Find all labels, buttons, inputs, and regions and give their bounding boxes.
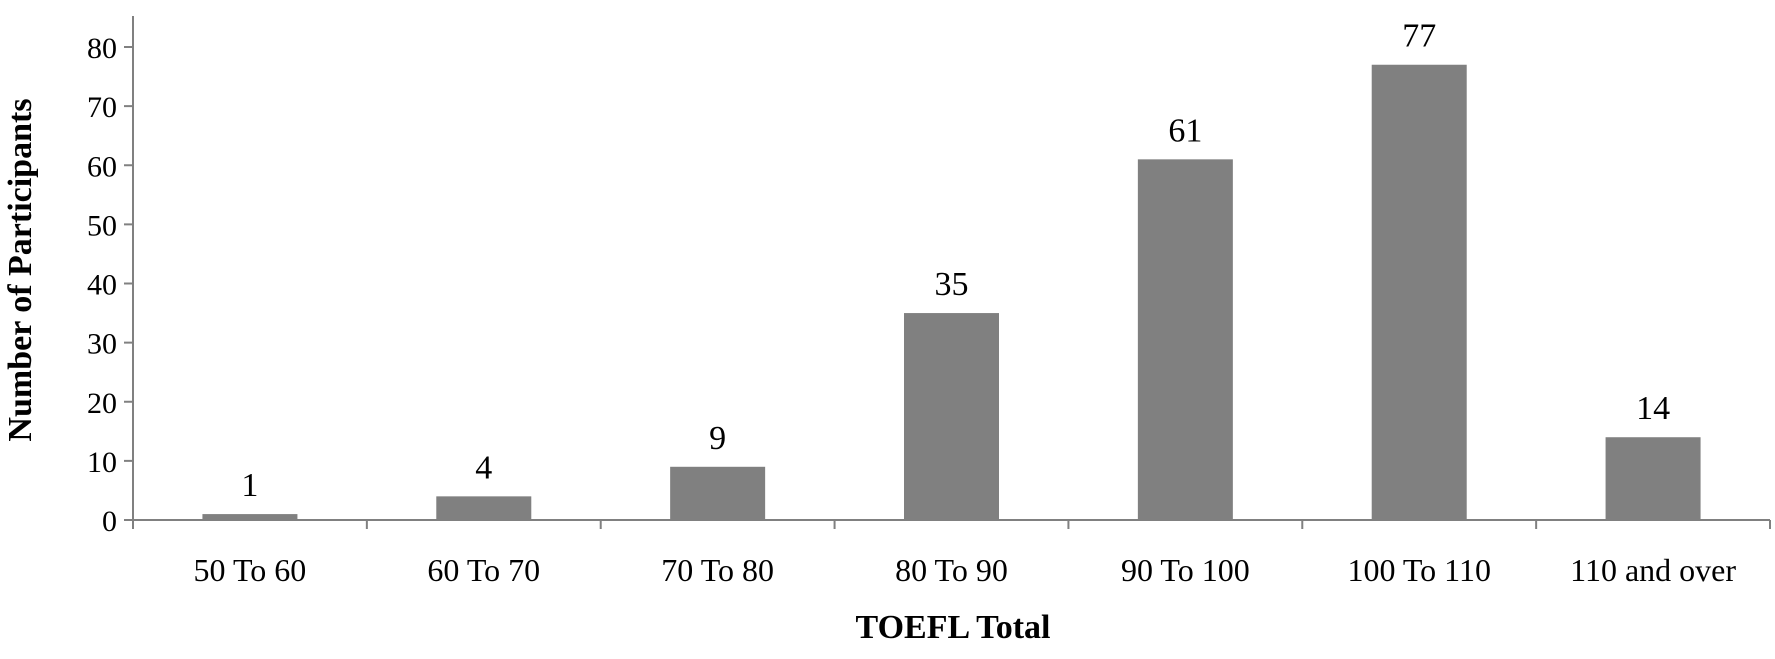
bar xyxy=(904,313,999,520)
data-label: 61 xyxy=(1168,112,1202,149)
y-tick-label: 50 xyxy=(87,209,117,242)
y-axis-title: Number of Participants xyxy=(2,98,39,441)
data-label: 14 xyxy=(1636,390,1670,427)
x-tick-label: 70 To 80 xyxy=(661,552,774,588)
x-tick-label: 50 To 60 xyxy=(194,552,307,588)
x-tick-label: 90 To 100 xyxy=(1121,552,1250,588)
bar xyxy=(436,496,532,520)
y-tick-label: 60 xyxy=(87,150,117,183)
bar xyxy=(1605,437,1701,520)
bar xyxy=(670,466,766,520)
bar xyxy=(1137,159,1233,520)
bar xyxy=(1371,64,1467,521)
y-tick-label: 20 xyxy=(87,387,117,420)
y-tick-label: 80 xyxy=(87,32,117,65)
y-tick-label: 30 xyxy=(87,328,117,361)
bar xyxy=(202,514,298,520)
x-tick-label: 100 To 110 xyxy=(1347,552,1491,588)
data-label: 4 xyxy=(475,449,492,486)
x-axis: 50 To 60 60 To 70 70 To 80 80 To 90 90 To 10… xyxy=(132,519,1771,588)
y-tick-label: 10 xyxy=(87,446,117,479)
x-tick-label: 110 and over xyxy=(1570,552,1736,588)
x-tick-label: 60 To 70 xyxy=(427,552,540,588)
data-label: 35 xyxy=(935,266,969,303)
y-tick-label: 40 xyxy=(87,269,117,302)
y-tick-label: 0 xyxy=(102,505,117,538)
y-tick-label: 70 xyxy=(87,91,117,124)
x-axis-title: TOEFL Total xyxy=(856,609,1051,646)
data-label: 77 xyxy=(1402,18,1436,55)
data-label: 9 xyxy=(709,420,726,457)
bars xyxy=(202,64,1701,521)
y-axis: 0 10 20 30 40 50 60 70 80 xyxy=(87,16,134,538)
data-label: 1 xyxy=(241,467,258,504)
x-tick-label: 80 To 90 xyxy=(895,552,1008,588)
